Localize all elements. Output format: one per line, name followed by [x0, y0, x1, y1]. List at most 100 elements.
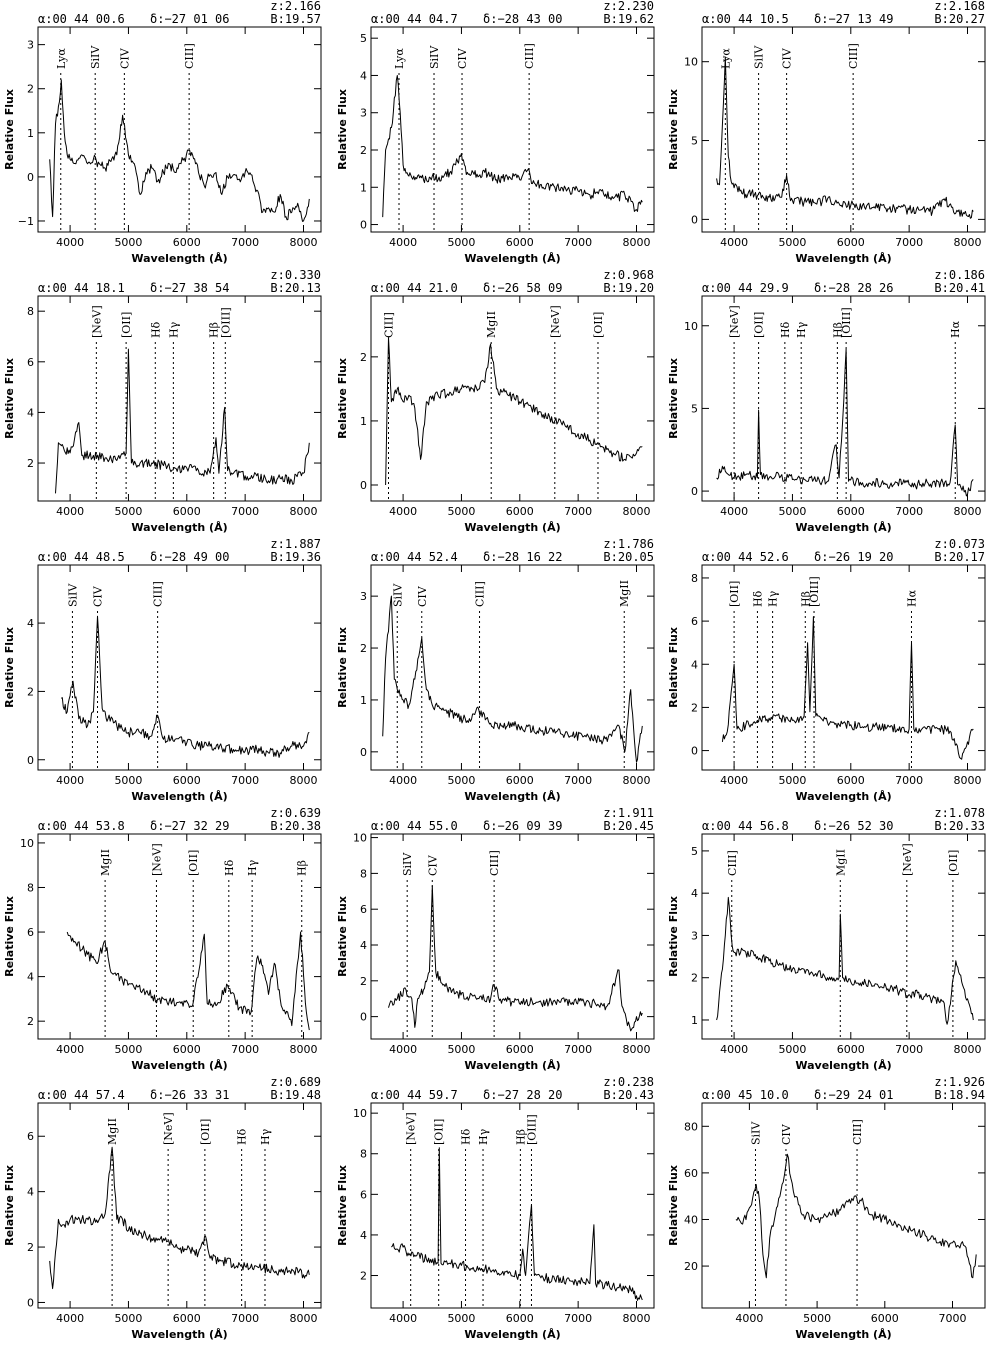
declination-label: δ:−27 32 29 [150, 819, 230, 833]
emission-line-label: MgII [834, 849, 847, 876]
emission-line-label: CIII] [851, 1119, 864, 1145]
y-tick-label: 6 [27, 1130, 34, 1143]
x-tick-label: 5000 [447, 505, 475, 518]
emission-line-label: Hγ [259, 1128, 272, 1145]
y-tick-label: 8 [691, 572, 698, 585]
emission-line-label: [OII] [433, 1119, 446, 1145]
emission-line-label: [OII] [199, 1119, 212, 1145]
x-tick-label: 7000 [231, 505, 259, 518]
spectrum-panel: 4000 5000 6000 7000 8000 2 4 6 8 10 Wavelength (Å)… [0, 807, 331, 1076]
x-axis-label: Wavelength (Å) [795, 1328, 891, 1341]
y-tick-label: 2 [360, 351, 367, 364]
emission-line-label: Lyα [55, 48, 68, 69]
x-tick-label: 4000 [720, 1043, 748, 1056]
x-tick-label: 7000 [231, 1043, 259, 1056]
x-tick-label: 5000 [778, 236, 806, 249]
emission-line-label: [OIII] [808, 576, 821, 607]
spectrum-panel: 4000 5000 6000 7000 8000 0 2 4 Wavelength (Å) Rel… [0, 538, 331, 807]
right-ascension-label: α:00 44 57.4 [38, 1088, 125, 1102]
x-tick-label: 7000 [895, 505, 923, 518]
plot-frame [37, 1102, 322, 1309]
spectrum-line [385, 337, 643, 486]
emission-line-label: Hγ [246, 859, 259, 876]
y-tick-label: 10 [20, 837, 34, 850]
x-tick-label: 4000 [56, 1043, 84, 1056]
b-magnitude-label: B:20.45 [603, 819, 654, 833]
emission-line-label: Hβ [208, 322, 221, 338]
x-tick-label: 8000 [622, 774, 650, 787]
x-tick-label: 5000 [447, 236, 475, 249]
emission-line-label: CIII] [523, 43, 536, 69]
b-magnitude-label: B:20.38 [270, 819, 321, 833]
spectrum-plot: 4000 5000 6000 7000 8000 0 2 4 Wavelength (Å) Rel… [3, 564, 322, 803]
x-tick-label: 8000 [622, 1043, 650, 1056]
redshift-label: z:2.168 [934, 0, 985, 13]
x-tick-label: 6000 [837, 505, 865, 518]
x-tick-label: 7000 [231, 1312, 259, 1325]
declination-label: δ:−26 33 31 [150, 1088, 230, 1102]
b-magnitude-label: B:20.05 [603, 550, 654, 564]
emission-line-label: [NeV] [90, 305, 103, 338]
emission-line-label: SiIV [66, 583, 79, 607]
spectrum-line [721, 616, 974, 760]
x-tick-label: 8000 [622, 1312, 650, 1325]
y-tick-label: 0 [360, 479, 367, 492]
y-tick-label: 2 [360, 642, 367, 655]
spectrum-panel: 4000 5000 6000 7000 8000 0 5 10 Wavelength (Å) Re… [664, 269, 994, 538]
y-axis-label: Relative Flux [336, 1165, 349, 1246]
spectrum-plot: 4000 5000 6000 7000 8000 0 1 2 3 Wavelength (Å) Re… [336, 564, 655, 803]
spectrum-plot: 4000 5000 6000 7000 8000 0 2 4 6 8 Wavelength (Å) R… [667, 564, 986, 803]
emission-line-label: CIII] [726, 850, 739, 876]
x-tick-label: 5000 [447, 1312, 475, 1325]
emission-line-label: MgII [485, 311, 498, 338]
x-axis-label: Wavelength (Å) [464, 521, 560, 534]
y-axis-label: Relative Flux [667, 1165, 680, 1246]
declination-label: δ:−28 16 22 [483, 550, 563, 564]
emission-line-label: [NeV] [405, 1112, 418, 1145]
redshift-label: z:0.689 [270, 1075, 321, 1089]
redshift-label: z:0.968 [603, 268, 654, 282]
y-tick-label: 3 [360, 107, 367, 120]
right-ascension-label: α:00 44 48.5 [38, 550, 125, 564]
right-ascension-label: α:00 44 53.8 [38, 819, 125, 833]
x-tick-label: 5000 [114, 774, 142, 787]
emission-line-label: SiIV [428, 45, 441, 69]
y-tick-label: 6 [27, 926, 34, 939]
y-tick-label: 0 [691, 213, 698, 226]
x-tick-label: 8000 [622, 505, 650, 518]
emission-line-label: Hα [949, 320, 962, 338]
x-tick-label: 5000 [778, 1043, 806, 1056]
y-tick-label: 3 [691, 929, 698, 942]
spectrum-plot: 4000 5000 6000 7000 8000 −1 0 1 2 3 Wavelength (Å)… [3, 26, 322, 265]
plot-frame [370, 564, 655, 771]
emission-line-label: [NeV] [549, 305, 562, 338]
spectrum-line [716, 348, 974, 497]
emission-line-label: Hδ [751, 590, 764, 607]
declination-label: δ:−26 09 39 [483, 819, 563, 833]
emission-line-label: SiIV [401, 852, 414, 876]
y-axis-label: Relative Flux [336, 896, 349, 977]
emission-line-label: CIV [118, 47, 131, 69]
plot-frame [37, 26, 322, 233]
x-tick-label: 4000 [720, 236, 748, 249]
y-tick-label: 3 [360, 590, 367, 603]
redshift-label: z:0.073 [934, 537, 985, 551]
y-tick-label: 5 [691, 845, 698, 858]
x-tick-label: 6000 [173, 505, 201, 518]
spectrum-panel: 4000 5000 6000 7000 20 40 60 80 Wavelength (Å) Re… [664, 1076, 994, 1345]
emission-line-label: Hβ [514, 1129, 527, 1145]
plot-frame [370, 833, 655, 1040]
x-tick-label: 8000 [953, 236, 981, 249]
x-tick-label: 4000 [56, 774, 84, 787]
spectrum-panel: 4000 5000 6000 7000 8000 1 2 3 4 5 Wavelength (Å) R… [664, 807, 994, 1076]
y-tick-label: 4 [27, 1186, 34, 1199]
plot-frame [370, 1102, 655, 1309]
y-tick-label: 5 [691, 402, 698, 415]
spectrum-line [49, 1146, 310, 1290]
x-tick-label: 4000 [56, 505, 84, 518]
x-tick-label: 7000 [564, 1312, 592, 1325]
y-tick-label: 0 [360, 746, 367, 759]
x-tick-label: 8000 [289, 236, 317, 249]
emission-line-label: CIV [781, 47, 794, 69]
